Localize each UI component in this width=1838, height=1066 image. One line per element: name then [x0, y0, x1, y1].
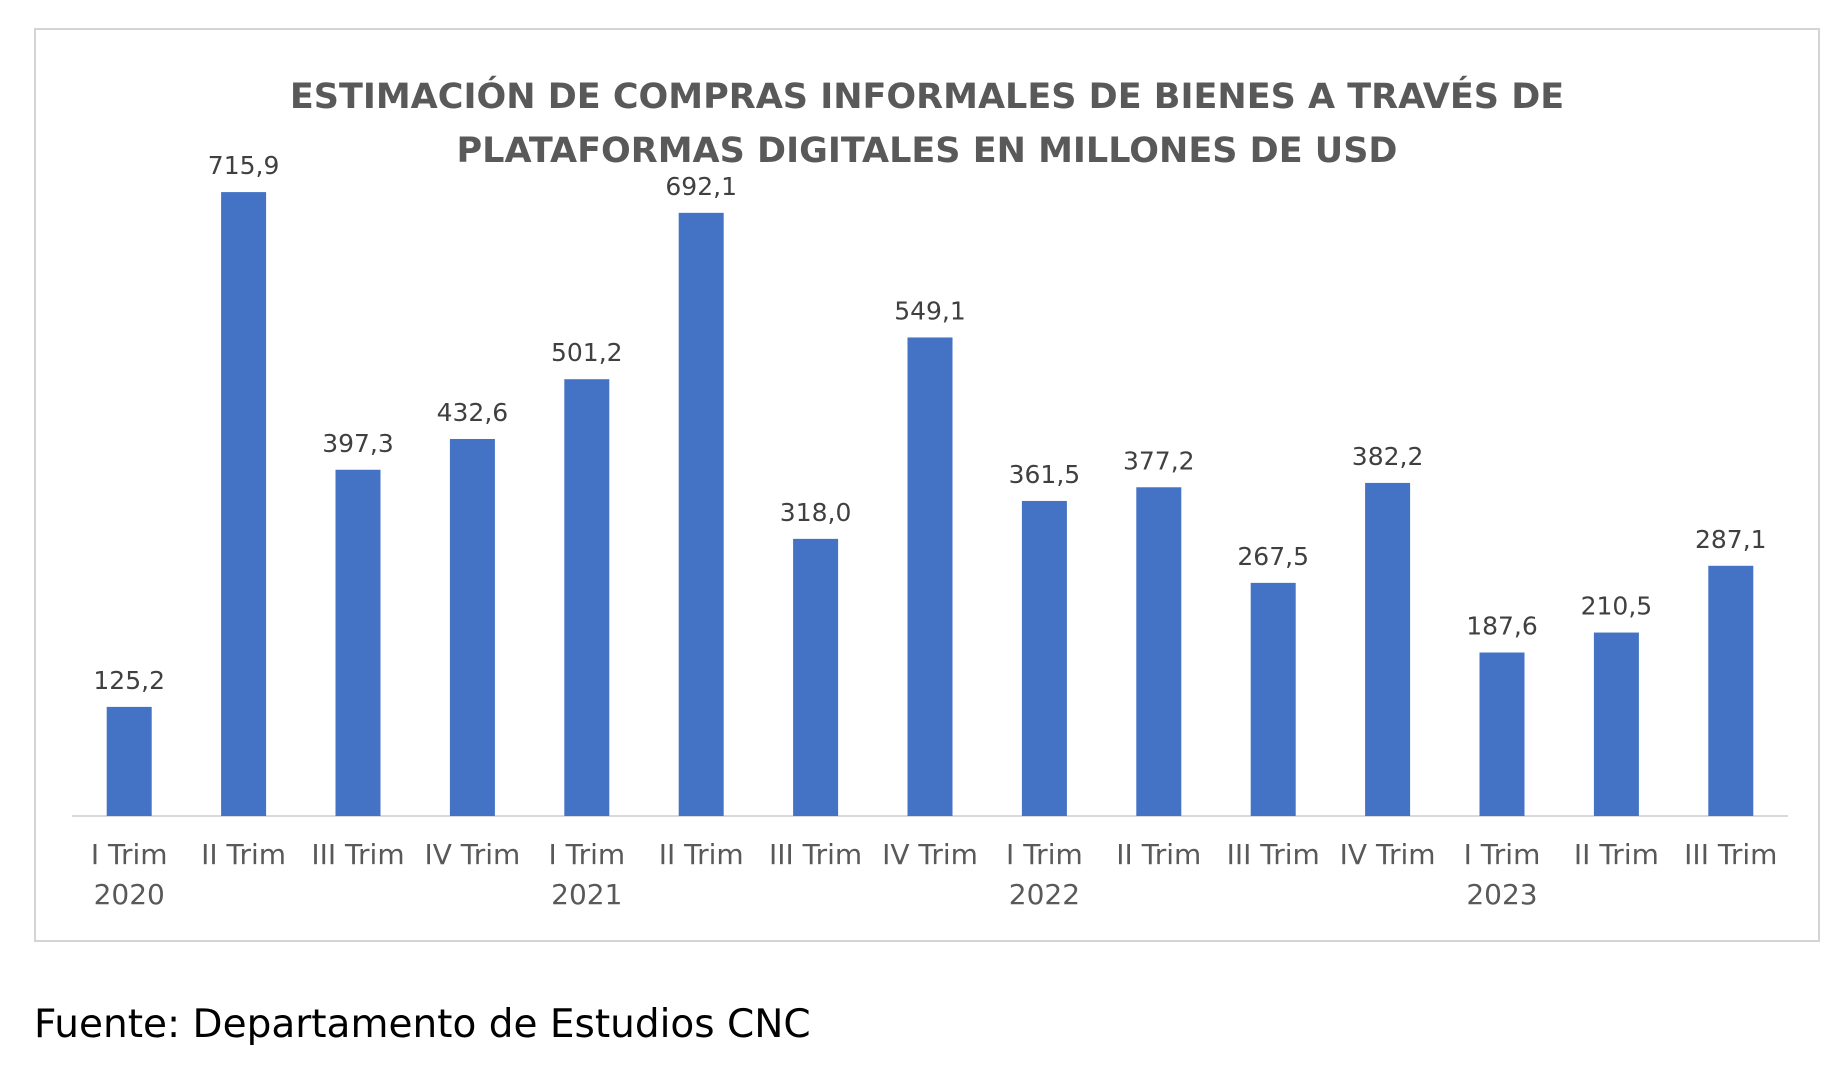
category-label: IV Trim — [1340, 838, 1436, 871]
data-label: 125,2 — [93, 666, 165, 695]
bar — [793, 538, 839, 816]
year-label: 2020 — [94, 878, 165, 911]
data-label: 397,3 — [322, 429, 394, 458]
data-label: 377,2 — [1123, 446, 1195, 475]
category-label: II Trim — [201, 838, 286, 871]
category-label: I Trim — [548, 838, 625, 871]
data-label: 432,6 — [437, 398, 509, 427]
source-note: Fuente: Departamento de Estudios CNC — [34, 1002, 811, 1047]
data-label: 501,2 — [551, 338, 623, 367]
bar — [449, 438, 495, 816]
category-label: I Trim — [91, 838, 168, 871]
category-label: I Trim — [1006, 838, 1083, 871]
bar — [1708, 565, 1754, 816]
data-label: 692,1 — [665, 172, 737, 201]
category-label: III Trim — [311, 838, 404, 871]
bar — [1021, 500, 1067, 816]
category-label: II Trim — [1574, 838, 1659, 871]
bar — [1136, 487, 1182, 816]
category-label: III Trim — [1684, 838, 1777, 871]
category-label: IV Trim — [882, 838, 978, 871]
bar — [1365, 482, 1411, 816]
bar — [1250, 582, 1296, 816]
data-label: 210,5 — [1581, 592, 1653, 621]
bar-chart: 125,2 I Trim 715,9 II Trim 397,3 III Trim 432,… — [72, 151, 1788, 911]
bar — [1593, 632, 1639, 816]
bar — [335, 469, 381, 816]
data-label: 382,2 — [1352, 442, 1424, 471]
year-label: 2021 — [551, 878, 622, 911]
category-label: II Trim — [659, 838, 744, 871]
data-label: 715,9 — [208, 151, 280, 180]
data-label: 287,1 — [1695, 525, 1767, 554]
category-label: II Trim — [1116, 838, 1201, 871]
year-label: 2022 — [1009, 878, 1080, 911]
bar — [907, 337, 953, 816]
year-label: 2023 — [1466, 878, 1537, 911]
data-label: 549,1 — [894, 296, 966, 325]
chart-title-line-1: ESTIMACIÓN DE COMPRAS INFORMALES DE BIEN… — [289, 77, 1565, 117]
category-label: I Trim — [1464, 838, 1541, 871]
category-label: III Trim — [769, 838, 862, 871]
data-label: 267,5 — [1237, 542, 1309, 571]
bar — [678, 212, 724, 817]
bar — [564, 379, 610, 816]
bar — [1479, 652, 1525, 816]
category-label: IV Trim — [424, 838, 520, 871]
data-label: 361,5 — [1009, 460, 1081, 489]
chart-title-line-2: PLATAFORMAS DIGITALES EN MILLONES DE USD — [456, 131, 1398, 171]
bar — [221, 192, 267, 817]
data-label: 318,0 — [780, 498, 852, 527]
chart-frame: ESTIMACIÓN DE COMPRAS INFORMALES DE BIEN… — [34, 28, 1820, 942]
category-label: III Trim — [1227, 838, 1320, 871]
chart-title: ESTIMACIÓN DE COMPRAS INFORMALES DE BIEN… — [36, 70, 1818, 178]
bar — [106, 706, 152, 816]
data-label: 187,6 — [1466, 612, 1538, 641]
